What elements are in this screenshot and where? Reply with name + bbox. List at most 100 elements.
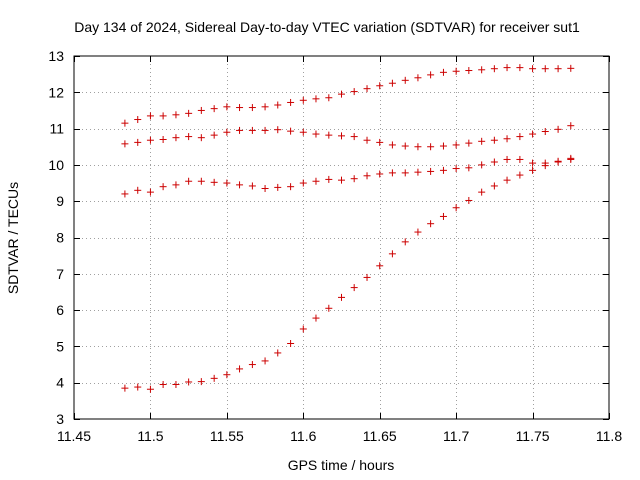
- data-point-series-4: [287, 339, 295, 347]
- data-point-series-2: [478, 137, 486, 145]
- grid-lines: [74, 56, 609, 419]
- data-point-series-1: [134, 116, 142, 124]
- data-point-series-1: [287, 98, 295, 106]
- data-point-series-4: [376, 262, 384, 270]
- data-point-series-1: [414, 74, 422, 82]
- data-point-series-1: [465, 67, 473, 75]
- data-point-series-4: [274, 349, 282, 357]
- data-point-series-3: [452, 165, 460, 173]
- data-point-series-1: [478, 66, 486, 74]
- x-tick-label: 11.8: [596, 428, 622, 444]
- data-point-series-1: [541, 65, 549, 73]
- data-point-series-4: [490, 182, 498, 190]
- data-point-series-2: [338, 132, 345, 140]
- data-point-series-3: [274, 183, 282, 191]
- data-point-series-1: [439, 68, 447, 76]
- data-point-series-1: [261, 103, 269, 111]
- x-tick-label: 11.45: [57, 428, 91, 444]
- data-point-series-4: [312, 314, 320, 322]
- data-point-series-4: [414, 228, 422, 236]
- data-point-series-2: [490, 136, 498, 144]
- data-point-series-1: [274, 101, 282, 109]
- data-point-series-1: [210, 105, 218, 113]
- data-point-series-3: [490, 158, 498, 166]
- data-point-series-4: [541, 162, 549, 170]
- data-point-series-1: [146, 112, 154, 120]
- data-point-series-4: [516, 171, 524, 179]
- x-tick-label: 11.65: [363, 428, 397, 444]
- data-point-series-1: [401, 76, 409, 84]
- data-point-series-3: [287, 183, 295, 191]
- data-point-series-2: [388, 141, 396, 149]
- x-tick-label: 11.55: [210, 428, 244, 444]
- data-point-series-4: [350, 284, 358, 292]
- data-point-series-4: [121, 384, 129, 392]
- y-tick-label: 11: [49, 121, 64, 137]
- data-point-series-4: [503, 176, 511, 184]
- data-point-series-2: [567, 122, 575, 130]
- data-point-series-4: [248, 361, 256, 369]
- data-point-series-3: [299, 179, 307, 187]
- data-point-series-1: [312, 95, 320, 103]
- data-point-series-2: [350, 133, 358, 141]
- data-point-series-4: [439, 212, 447, 220]
- data-point-series-1: [567, 64, 575, 72]
- y-axis-label: SDTVAR / TECUs: [5, 182, 21, 294]
- data-point-series-2: [376, 138, 384, 146]
- data-point-series-2: [541, 128, 549, 136]
- y-tick-label: 9: [56, 193, 64, 209]
- data-point-series-2: [312, 130, 320, 138]
- data-point-series-3: [185, 177, 193, 185]
- axis-ticks: [74, 56, 610, 420]
- data-point-series-2: [159, 135, 167, 143]
- data-point-series-4: [185, 378, 193, 386]
- data-point-series-4: [210, 374, 218, 382]
- x-tick-label: 11.7: [443, 428, 469, 444]
- data-point-series-1: [223, 103, 231, 111]
- y-tick-label: 5: [56, 338, 64, 354]
- chart-title: Day 134 of 2024, Sidereal Day-to-day VTE…: [74, 19, 580, 35]
- data-point-series-4: [299, 325, 307, 333]
- y-tick-label: 10: [48, 157, 64, 173]
- data-point-series-4: [452, 204, 460, 212]
- y-tick-label: 3: [56, 411, 64, 427]
- data-point-series-2: [414, 143, 422, 151]
- y-tick-label: 4: [56, 375, 64, 391]
- data-point-series-2: [248, 126, 256, 134]
- data-point-series-2: [401, 142, 409, 150]
- data-point-series-3: [223, 179, 231, 187]
- data-point-series-4: [554, 158, 562, 166]
- x-tick-label: 11.75: [516, 428, 550, 444]
- data-point-series-1: [516, 64, 524, 72]
- data-point-series-2: [134, 138, 142, 146]
- data-point-series-3: [325, 175, 333, 183]
- data-point-series-1: [427, 71, 435, 79]
- data-point-series-2: [452, 141, 460, 149]
- data-point-series-1: [299, 96, 307, 104]
- data-point-series-3: [236, 181, 244, 189]
- y-tick-label: 12: [48, 84, 64, 100]
- data-point-series-4: [567, 154, 575, 162]
- data-point-series-3: [197, 177, 205, 185]
- data-point-series-4: [325, 304, 333, 312]
- data-point-series-2: [274, 126, 282, 134]
- data-point-series-2: [427, 143, 435, 151]
- data-point-series-3: [350, 175, 358, 183]
- data-point-series-1: [490, 65, 498, 73]
- data-point-series-3: [414, 168, 422, 176]
- plot-frame: [73, 55, 610, 420]
- data-point-series-4: [197, 378, 205, 386]
- data-point-series-3: [516, 155, 524, 163]
- data-point-series-2: [299, 128, 307, 136]
- data-point-series-4: [427, 220, 435, 228]
- data-point-series-4: [363, 273, 371, 281]
- data-point-series-3: [172, 181, 180, 189]
- data-point-series-3: [503, 155, 511, 163]
- data-point-series-3: [376, 170, 384, 178]
- data-point-series-3: [388, 169, 396, 177]
- data-point-series-2: [185, 133, 193, 141]
- data-point-series-3: [248, 182, 256, 190]
- data-point-series-1: [121, 119, 129, 127]
- x-tick-labels: 11.45 11.5 11.55 11.6 11.65 11.7 11.75 11.8: [57, 428, 622, 444]
